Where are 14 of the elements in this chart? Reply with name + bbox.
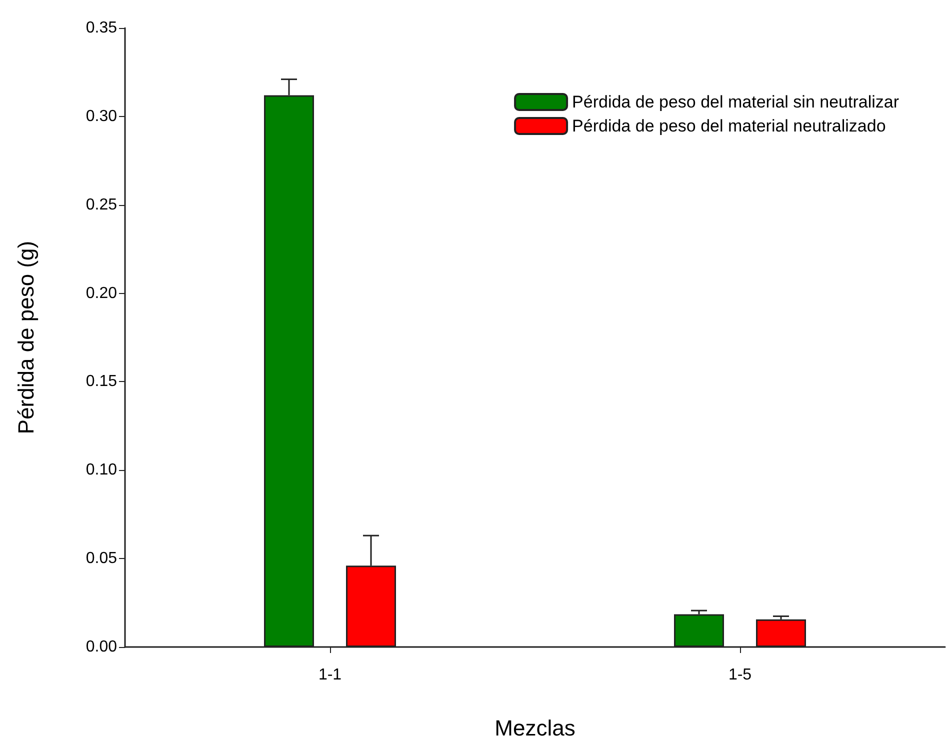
y-tick-label: 0.30 [86,108,118,125]
y-tick-label: 0.05 [86,550,118,568]
x-tick-label: 1-1 [318,666,342,684]
y-tick-label: 0.00 [86,638,118,656]
y-tick-label: 0.35 [86,20,118,36]
y-tick-label: 0.20 [86,284,118,302]
y-tick-label: 0.10 [86,462,118,479]
x-tick-label: 1-5 [728,666,752,684]
y-tick-label: 0.15 [86,373,118,390]
x-axis-title: Mezclas [494,716,576,740]
legend-label: Pérdida de peso del material neutralizado [572,116,886,136]
y-axis-title: Pérdida de peso (g) [14,240,38,434]
legend-label: Pérdida de peso del material sin neutralizar [572,92,900,112]
y-tick-label: 0.25 [86,196,118,214]
